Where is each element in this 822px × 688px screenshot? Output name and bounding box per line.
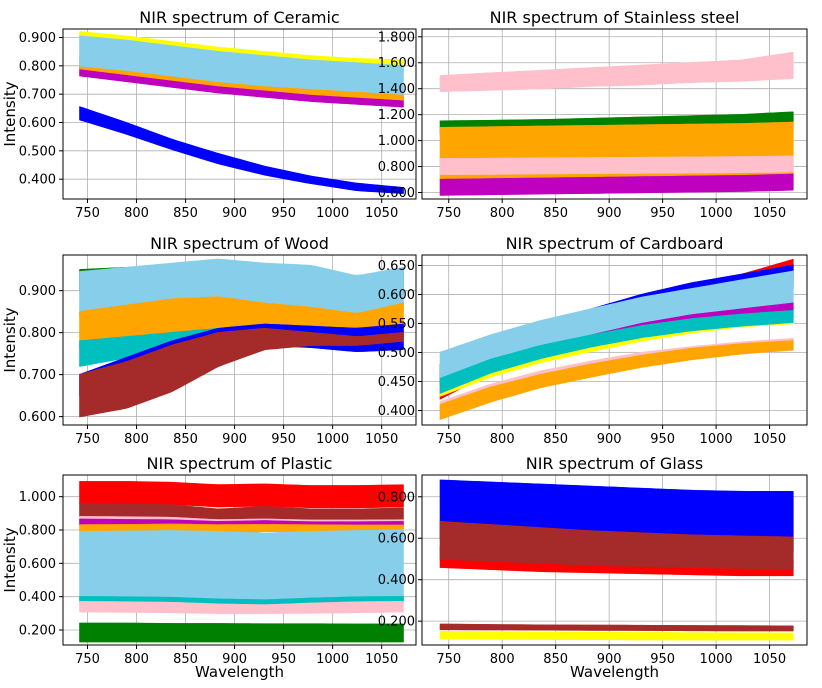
x-tick-label: 900 <box>222 432 247 447</box>
chart-title: NIR spectrum of Wood <box>150 234 329 253</box>
x-axis-label: Wavelength <box>570 663 659 681</box>
y-tick-label: 0.800 <box>378 490 415 505</box>
y-tick-label: 0.800 <box>19 326 56 341</box>
series-band-fill <box>80 530 404 603</box>
y-tick-label: 0.600 <box>378 532 415 547</box>
x-tick-label: 800 <box>490 432 515 447</box>
y-tick-label: 1.800 <box>378 30 415 45</box>
x-tick-label: 1000 <box>700 432 733 447</box>
y-tick-label: 0.900 <box>19 284 56 299</box>
y-tick-label: 0.500 <box>378 346 415 361</box>
y-tick-label: 0.450 <box>378 375 415 390</box>
subplot-1: 750 800 850 900 950 1000 1050 0.400 0.500 0.600 0.… <box>1 8 416 221</box>
y-tick-label: 0.200 <box>19 624 56 639</box>
x-tick-label: 750 <box>75 652 100 667</box>
series-band-4 <box>440 156 793 174</box>
y-tick-label: 1.000 <box>19 490 56 505</box>
y-tick-label: 0.400 <box>378 404 415 419</box>
x-tick-label: 1050 <box>365 652 398 667</box>
x-tick-label: 800 <box>490 652 515 667</box>
x-tick-label: 850 <box>173 432 198 447</box>
x-tick-label: 750 <box>75 432 100 447</box>
y-tick-label: 0.700 <box>19 368 56 383</box>
x-tick-label: 1000 <box>700 652 733 667</box>
y-tick-label: 1.200 <box>378 108 415 123</box>
x-tick-label: 950 <box>271 432 296 447</box>
y-axis-label: Intensity <box>1 307 19 372</box>
x-tick-label: 800 <box>124 206 149 221</box>
y-tick-label: 0.200 <box>378 615 415 630</box>
y-axis-label: Intensity <box>1 81 19 146</box>
x-tick-label: 900 <box>222 206 247 221</box>
x-tick-label: 850 <box>543 652 568 667</box>
y-tick-label: 0.400 <box>378 573 415 588</box>
x-tick-label: 1050 <box>753 432 786 447</box>
y-tick-label: 0.800 <box>19 524 56 539</box>
subplot-3: 750 800 850 900 950 1000 1050 0.600 0.700 0.800 0.… <box>1 234 416 447</box>
y-tick-label: 0.800 <box>378 160 415 175</box>
y-tick-label: 1.600 <box>378 56 415 71</box>
chart-title: NIR spectrum of Stainless steel <box>490 8 740 27</box>
chart-title: NIR spectrum of Glass <box>526 454 704 473</box>
x-tick-label: 850 <box>543 432 568 447</box>
y-tick-label: 0.650 <box>378 259 415 274</box>
x-tick-label: 1000 <box>316 432 349 447</box>
spectra <box>440 52 793 195</box>
x-tick-label: 1000 <box>316 206 349 221</box>
x-tick-label: 1050 <box>365 206 398 221</box>
series-band-9 <box>80 623 404 641</box>
y-tick-label: 0.500 <box>19 144 56 159</box>
x-axis-label: Wavelength <box>195 663 284 681</box>
x-tick-label: 850 <box>543 206 568 221</box>
x-tick-label: 750 <box>436 432 461 447</box>
y-tick-label: 0.700 <box>19 88 56 103</box>
y-tick-label: 0.600 <box>19 557 56 572</box>
x-tick-label: 950 <box>650 432 675 447</box>
y-tick-label: 1.400 <box>378 82 415 97</box>
chart-title: NIR spectrum of Ceramic <box>139 8 339 27</box>
y-tick-label: 0.600 <box>378 288 415 303</box>
y-tick-label: 0.400 <box>19 590 56 605</box>
y-tick-label: 0.600 <box>19 410 56 425</box>
spectrum-line <box>80 629 404 630</box>
x-tick-label: 1050 <box>753 206 786 221</box>
y-tick-label: 0.400 <box>19 173 56 188</box>
y-tick-label: 0.800 <box>19 59 56 74</box>
chart-title: NIR spectrum of Plastic <box>147 454 333 473</box>
x-tick-label: 750 <box>436 206 461 221</box>
x-tick-label: 900 <box>597 206 622 221</box>
x-tick-label: 750 <box>436 652 461 667</box>
x-tick-label: 950 <box>271 206 296 221</box>
y-axis-label: Intensity <box>1 527 19 592</box>
chart-title: NIR spectrum of Cardboard <box>506 234 724 253</box>
x-tick-label: 1050 <box>365 432 398 447</box>
series-band-6 <box>80 530 404 603</box>
x-tick-label: 800 <box>490 206 515 221</box>
y-tick-label: 0.600 <box>19 116 56 131</box>
x-tick-label: 800 <box>124 432 149 447</box>
y-tick-label: 1.000 <box>378 134 415 149</box>
x-tick-label: 1050 <box>753 652 786 667</box>
x-tick-label: 950 <box>650 206 675 221</box>
spectrum-line <box>80 626 404 627</box>
x-tick-label: 800 <box>124 652 149 667</box>
x-tick-label: 750 <box>75 206 100 221</box>
series-band-5 <box>440 632 793 640</box>
x-tick-label: 900 <box>597 432 622 447</box>
x-tick-label: 1000 <box>700 206 733 221</box>
subplot-2: 750 800 850 900 950 1000 1050 0.600 0.800 1.000 1.… <box>378 8 807 221</box>
x-tick-label: 1000 <box>316 652 349 667</box>
y-tick-label: 0.550 <box>378 317 415 332</box>
y-tick-label: 0.900 <box>19 31 56 46</box>
y-tick-label: 0.600 <box>378 186 415 201</box>
subplot-4: 750 800 850 900 950 1000 1050 0.400 0.450 0.500 0.… <box>378 234 807 447</box>
x-tick-label: 850 <box>173 206 198 221</box>
